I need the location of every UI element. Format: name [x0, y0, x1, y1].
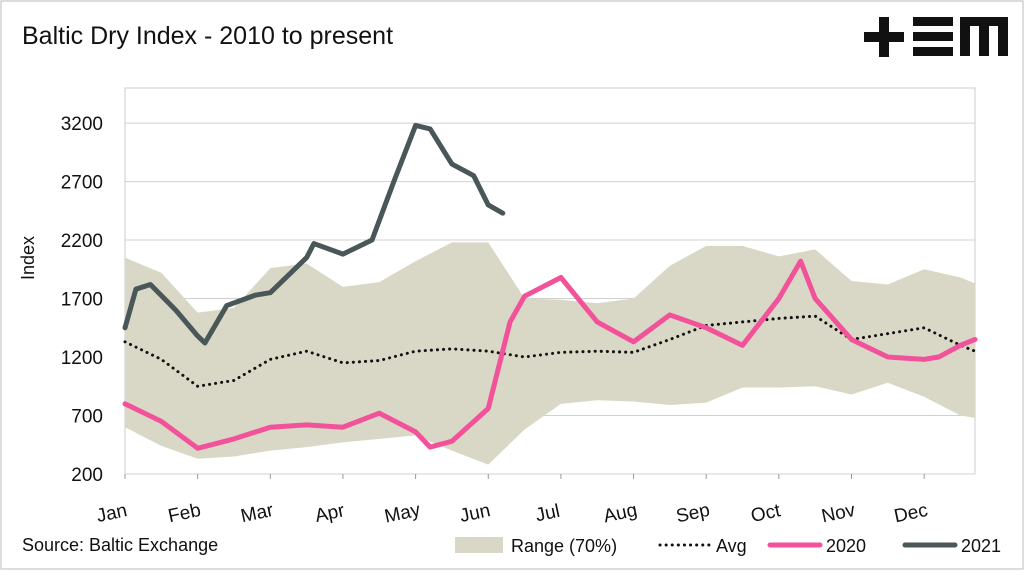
y-tick-label: 700 — [71, 407, 103, 428]
range-band — [125, 242, 975, 465]
logo — [864, 17, 1008, 57]
y-tick-label: 1200 — [61, 348, 103, 369]
y-tick-label: 3200 — [61, 114, 103, 135]
legend-label: Avg — [716, 536, 747, 556]
series-line — [122, 258, 978, 451]
y-tick-label: 200 — [71, 465, 103, 486]
legend-swatch — [455, 537, 503, 553]
y-axis-label: Index — [18, 236, 38, 280]
legend-label: 2020 — [826, 536, 866, 556]
y-tick-label: 1700 — [61, 290, 103, 311]
legend-label: Range (70%) — [511, 536, 617, 556]
source: Source: Baltic Exchange — [22, 535, 218, 555]
x-tick-label: Jul — [534, 501, 562, 527]
chart-title: Baltic Dry Index - 2010 to present — [22, 22, 393, 50]
y-tick-label: 2700 — [61, 173, 103, 194]
series-line — [122, 122, 506, 346]
y-tick-label: 2200 — [61, 231, 103, 252]
legend-label: 2021 — [961, 536, 1001, 556]
